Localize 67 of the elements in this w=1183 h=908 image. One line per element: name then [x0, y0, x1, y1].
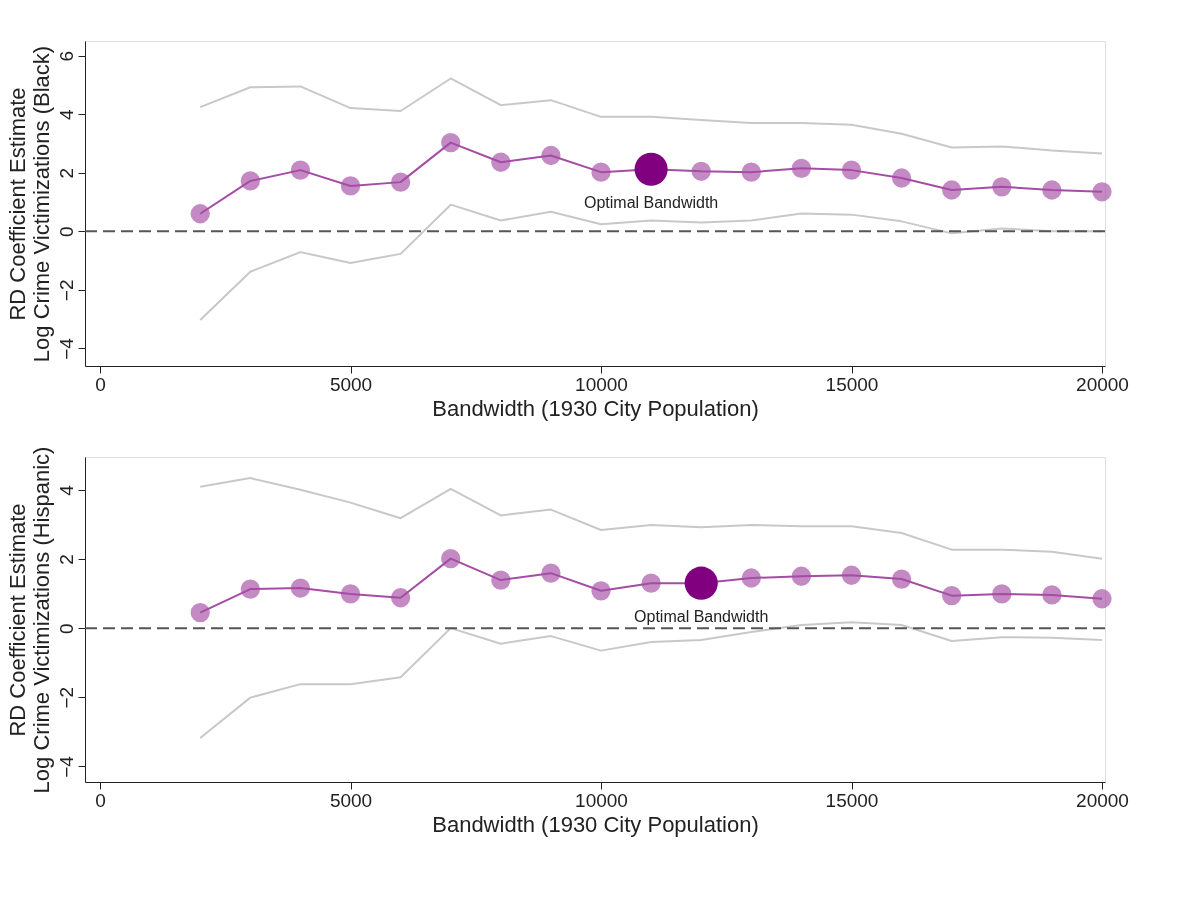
- point: [684, 566, 718, 600]
- y-tick-label: 2: [55, 554, 77, 565]
- point: [240, 579, 260, 599]
- point: [491, 570, 511, 590]
- point: [190, 204, 210, 224]
- point: [190, 602, 210, 623]
- y-tick-label: −4: [55, 755, 77, 778]
- point: [591, 581, 611, 601]
- y-tick-label: 6: [55, 50, 77, 62]
- point: [942, 586, 962, 606]
- point: [791, 566, 812, 586]
- point: [841, 565, 862, 585]
- point: [641, 573, 661, 593]
- x-axis-title: Bandwidth (1930 City Population): [432, 811, 759, 837]
- y-tick-label: 4: [55, 484, 77, 496]
- y-tick-label: −2: [55, 279, 77, 302]
- point: [1092, 182, 1112, 202]
- x-tick-label: 15000: [825, 373, 879, 395]
- x-tick-label: 0: [95, 373, 106, 395]
- point: [634, 152, 668, 186]
- point: [290, 578, 311, 598]
- annotation: Optimal Bandwidth: [583, 194, 719, 212]
- point: [340, 176, 361, 196]
- point: [741, 568, 761, 588]
- y-tick-label: 0: [55, 623, 77, 634]
- point: [390, 172, 411, 192]
- x-tick-label: 0: [95, 789, 106, 811]
- point: [942, 180, 962, 200]
- x-tick-label: 15000: [825, 789, 879, 811]
- point: [992, 177, 1012, 197]
- point: [841, 160, 862, 180]
- point: [441, 549, 461, 569]
- point: [390, 588, 411, 608]
- y-tick-label: −2: [55, 686, 77, 709]
- point: [441, 132, 461, 153]
- point: [340, 584, 361, 604]
- x-tick-label: 20000: [1076, 373, 1129, 395]
- x-tick-label: 10000: [575, 373, 628, 395]
- x-axis-title: Bandwidth (1930 City Population): [432, 395, 759, 421]
- point: [591, 162, 611, 182]
- x-tick-label: 10000: [575, 789, 628, 811]
- x-tick-label: 5000: [329, 373, 373, 395]
- y-tick-label: 0: [55, 226, 77, 238]
- point: [541, 563, 561, 583]
- x-tick-label: 20000: [1076, 789, 1129, 811]
- point: [290, 160, 311, 180]
- point: [891, 168, 912, 188]
- y-tick-label: 4: [55, 108, 77, 120]
- point: [741, 162, 761, 182]
- point: [891, 569, 912, 589]
- point: [541, 145, 561, 166]
- line-series: [199, 477, 1103, 560]
- point: [691, 161, 711, 181]
- annotation: Optimal Bandwidth: [634, 608, 769, 626]
- point: [1042, 180, 1062, 200]
- line-series: [199, 77, 1103, 155]
- point: [992, 584, 1012, 604]
- point: [791, 158, 812, 179]
- y-axis-title: RD Coefficient Estimate Log Crime Victimizations (Hispanic): [4, 446, 54, 794]
- y-axis-title: RD Coefficient Estimate Log Crime Victimizations (Black): [4, 45, 54, 363]
- x-tick-label: 5000: [329, 789, 373, 811]
- point: [240, 171, 260, 191]
- point: [1092, 589, 1112, 609]
- point: [1042, 585, 1062, 605]
- point: [491, 152, 511, 172]
- y-tick-label: −4: [55, 337, 77, 360]
- y-tick-label: 2: [55, 167, 77, 179]
